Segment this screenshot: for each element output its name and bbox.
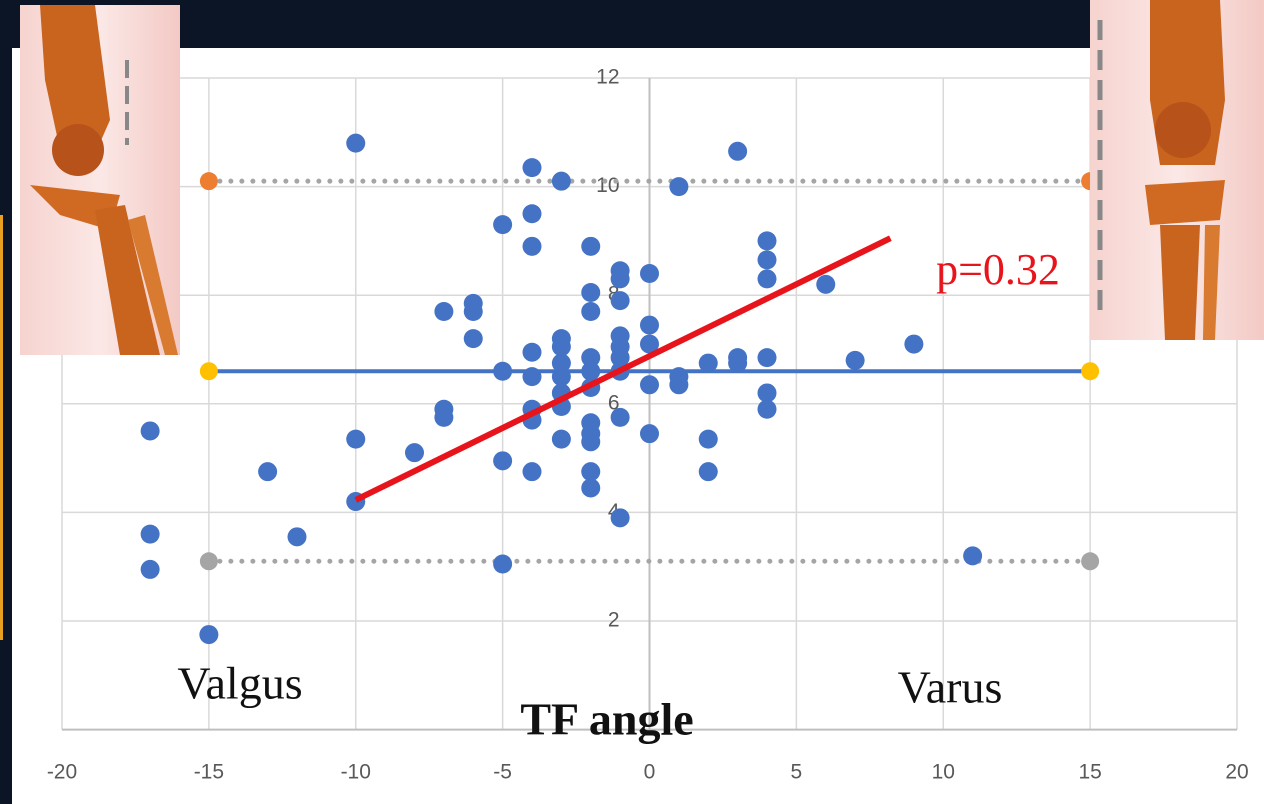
x-tick-label: 20	[1225, 761, 1248, 784]
x-tick-label: 5	[791, 761, 803, 784]
x-tick-label: -20	[47, 761, 77, 784]
reference-marker	[199, 172, 218, 191]
point	[405, 443, 424, 463]
y-tick-label: 12	[596, 66, 619, 89]
point	[551, 367, 571, 387]
point	[757, 231, 777, 251]
point	[581, 361, 601, 381]
knee-image-left	[20, 5, 180, 355]
x-tick-label: -5	[493, 761, 512, 784]
point	[493, 361, 513, 381]
y-tick-label: 6	[608, 391, 620, 414]
point	[757, 250, 777, 270]
point	[581, 462, 601, 482]
knee-image-right	[1090, 0, 1264, 340]
reference-marker	[199, 362, 218, 381]
trend-line	[354, 235, 892, 503]
point	[669, 177, 689, 197]
plot: -20-15-10-50510152024681012	[47, 66, 1249, 784]
point	[522, 204, 542, 224]
point	[522, 158, 542, 178]
point	[610, 407, 630, 427]
y-tick-label: 2	[608, 609, 620, 632]
p-value: p=0.32	[936, 245, 1060, 294]
point	[757, 399, 777, 419]
y-tick-label: 10	[596, 174, 619, 197]
point	[493, 215, 513, 235]
point	[199, 625, 219, 645]
point	[346, 133, 366, 153]
point	[140, 559, 160, 579]
point	[258, 462, 278, 482]
point	[610, 269, 630, 289]
point	[463, 301, 483, 321]
point	[522, 342, 542, 362]
point	[610, 291, 630, 311]
point	[816, 274, 836, 294]
x-tick-label: 15	[1078, 761, 1101, 784]
x-tick-label: -15	[194, 761, 224, 784]
reference-marker	[199, 552, 218, 571]
point	[522, 236, 542, 256]
point	[140, 524, 160, 544]
point	[493, 451, 513, 471]
point	[522, 367, 542, 387]
point	[845, 350, 865, 370]
point	[698, 429, 718, 449]
plot-area	[12, 48, 1264, 804]
accent-bar	[0, 215, 3, 640]
x-tick-label: 10	[932, 761, 955, 784]
point	[434, 407, 454, 427]
reference-marker	[1081, 552, 1100, 571]
reference-marker	[1081, 362, 1100, 381]
point	[434, 301, 454, 321]
point	[610, 508, 630, 528]
point	[640, 375, 659, 395]
point	[698, 353, 718, 373]
x-tick-label: 0	[644, 761, 656, 784]
point	[757, 383, 777, 403]
point	[551, 429, 571, 449]
point	[287, 527, 307, 547]
point	[728, 353, 748, 373]
point	[640, 315, 659, 335]
point	[581, 348, 601, 368]
point	[522, 462, 542, 482]
point	[640, 263, 659, 283]
point	[963, 546, 983, 566]
point	[140, 421, 160, 441]
x-axis-title: TF angle	[520, 694, 693, 745]
x-tick-label: -10	[341, 761, 371, 784]
point	[581, 432, 601, 452]
point	[581, 301, 601, 321]
point	[610, 348, 630, 368]
point	[581, 236, 601, 256]
point	[669, 375, 689, 395]
point	[463, 329, 483, 349]
point	[551, 353, 571, 373]
point	[757, 269, 777, 289]
point	[728, 141, 748, 161]
point	[346, 429, 366, 449]
valgus-label: Valgus	[177, 658, 302, 709]
point	[581, 282, 601, 302]
point	[551, 337, 571, 357]
point	[551, 171, 571, 191]
point	[698, 462, 718, 482]
point	[904, 334, 924, 354]
point	[640, 334, 659, 354]
point	[757, 348, 777, 368]
point	[581, 478, 601, 498]
point	[493, 554, 513, 574]
point	[640, 424, 659, 444]
varus-label: Varus	[898, 662, 1003, 713]
